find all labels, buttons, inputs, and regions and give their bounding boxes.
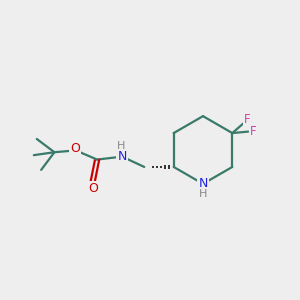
Text: F: F [250, 125, 257, 138]
Text: H: H [199, 189, 207, 199]
Text: O: O [70, 142, 80, 155]
Text: N: N [198, 177, 208, 190]
Text: N: N [118, 150, 127, 163]
Text: F: F [244, 113, 251, 126]
Text: O: O [88, 182, 98, 195]
Text: H: H [117, 141, 126, 151]
